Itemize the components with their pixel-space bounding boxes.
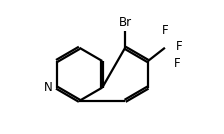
- Text: N: N: [44, 81, 52, 94]
- Text: F: F: [173, 57, 180, 70]
- Text: F: F: [162, 24, 168, 37]
- Text: F: F: [176, 40, 183, 53]
- Text: Br: Br: [118, 16, 132, 29]
